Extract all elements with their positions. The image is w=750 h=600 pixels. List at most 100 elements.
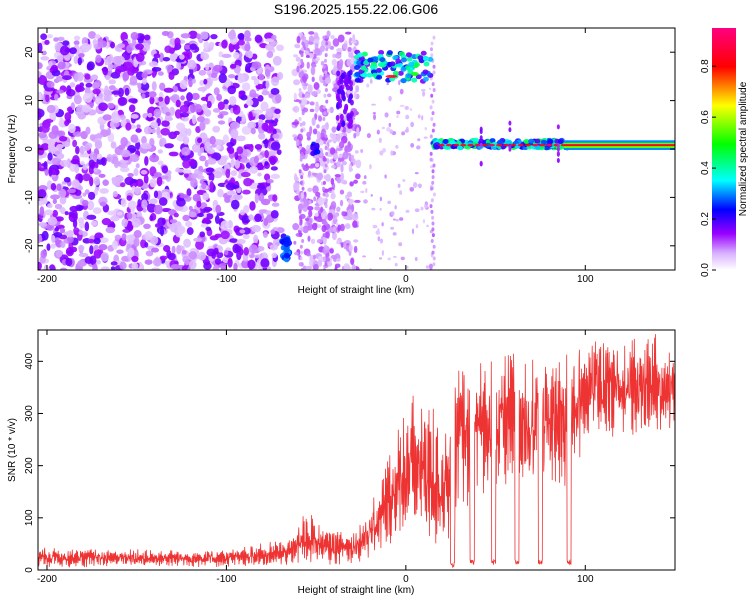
spectrogram-cell: [308, 31, 315, 35]
spectrogram-cell: [165, 111, 171, 116]
spectrogram-cell: [379, 57, 386, 63]
spectrogram-cell: [402, 178, 406, 183]
spectrogram-cell: [97, 40, 108, 48]
spectrogram-cell: [110, 41, 116, 49]
spectrogram-cell: [164, 45, 172, 54]
spectrogram-cell: [41, 230, 49, 241]
spectrogram-cell: [38, 108, 45, 118]
spectrogram-cell: [133, 237, 140, 247]
spectrogram-cell: [322, 233, 326, 238]
spectrogram-cell: [339, 78, 344, 85]
spectrogram-cell: [349, 111, 354, 118]
spectrogram-cell: [173, 130, 180, 136]
spectrogram-cell: [326, 93, 332, 98]
spectrogram-cell: [332, 226, 337, 233]
spectrogram-cell: [44, 39, 50, 45]
spectrogram-cell: [283, 246, 290, 253]
spectrogram-cell: [41, 124, 50, 133]
spectrogram-cell: [432, 244, 436, 249]
spectrogram-cell: [175, 99, 181, 108]
spectrogram-cell: [333, 219, 338, 223]
spectrogram-cell: [52, 209, 59, 218]
spectrogram-cell: [300, 70, 304, 75]
spectrogram-cell: [264, 68, 271, 77]
spectrogram-cell: [340, 242, 344, 248]
spectrogram-cell: [322, 64, 326, 69]
spectrogram-cell: [301, 76, 305, 81]
spectrogram-cell: [377, 62, 384, 68]
spectrogram-cell: [133, 230, 142, 239]
spectrogram-cell: [120, 149, 131, 158]
spectrogram-cell: [430, 186, 434, 191]
spectrogram-cell: [56, 89, 64, 94]
spectrogram-cell: [55, 216, 64, 222]
spectrogram-cell: [99, 188, 109, 194]
spectrogram-cell: [336, 175, 342, 184]
spectrogram-cell: [43, 161, 48, 170]
spectrogram-cell: [344, 223, 351, 230]
spectrogram-cell: [362, 180, 367, 185]
spectrogram-cell: [321, 227, 325, 232]
spectrogram-cell: [369, 64, 378, 70]
spectrogram-cell: [294, 44, 301, 49]
spectrogram-cell: [396, 110, 401, 115]
spectrogram-cell: [453, 143, 460, 147]
spectrogram-cell: [369, 79, 373, 84]
spectrogram-cell: [371, 103, 376, 106]
colorbar-tick-label: 0.4: [700, 161, 711, 175]
spectrogram-cell: [143, 174, 149, 185]
spectrogram-cell: [384, 174, 387, 179]
spectrogram-cell: [62, 75, 72, 81]
spectrogram-cell: [386, 127, 391, 132]
spectrogram-cell: [488, 143, 495, 147]
spectrogram-cell: [64, 119, 70, 127]
spectrogram-cell: [392, 70, 399, 76]
spectrogram-cell: [135, 163, 140, 169]
spectrogram-cell: [295, 56, 301, 62]
spectrogram-cell: [323, 250, 327, 255]
spectrogram-cell: [414, 257, 418, 261]
spectrogram-cell: [517, 143, 524, 147]
spectrogram-cell: [225, 182, 236, 191]
spectrogram-cell: [431, 250, 435, 255]
spectrogram-cell: [164, 116, 174, 122]
spectrogram-cell: [151, 247, 160, 253]
spectrogram-cell: [556, 146, 560, 152]
spectrogram-cell: [330, 201, 337, 210]
spectrogram-cell: [120, 137, 128, 147]
spectrogram-cell: [187, 59, 197, 70]
spectrogram-cell: [179, 54, 185, 60]
spectrogram-y-tick-label: -10: [24, 190, 35, 205]
spectrogram-cell: [422, 56, 429, 62]
spectrogram-cell: [276, 149, 282, 155]
spectrogram-cell: [230, 121, 240, 130]
spectrogram-cell: [270, 87, 280, 95]
spectrogram-cell: [240, 157, 250, 164]
spectrogram-cell: [428, 263, 433, 270]
spectrogram-cell: [366, 83, 370, 88]
spectrogram-cell: [312, 128, 318, 135]
spectrogram-cell: [48, 166, 53, 177]
spectrogram-cell: [393, 255, 397, 258]
spectrogram-cell: [257, 172, 262, 177]
spectrogram-cell: [38, 75, 48, 85]
spectrogram-cell: [330, 133, 337, 139]
spectrogram-cell: [229, 238, 238, 243]
spectrogram-x-tick-label: -200: [37, 274, 57, 285]
spectrogram-cell: [49, 111, 56, 120]
spectrogram-cell: [327, 212, 334, 221]
spectrogram-cell: [41, 50, 47, 56]
spectrogram-cell: [153, 172, 162, 178]
spectrogram-cell: [237, 33, 245, 40]
spectrogram-cell: [38, 92, 42, 101]
spectrogram-cell: [258, 114, 266, 121]
spectrogram-cell: [317, 197, 325, 206]
spectrogram-cell: [150, 121, 159, 129]
spectrogram-cell: [121, 233, 127, 241]
spectrogram-cell: [86, 200, 95, 211]
spectrogram-cell: [98, 237, 109, 244]
spectrogram-cell: [334, 173, 341, 178]
spectrogram-cell: [326, 30, 331, 37]
spectrogram-cell: [479, 142, 483, 148]
spectrogram-cell: [307, 170, 312, 177]
